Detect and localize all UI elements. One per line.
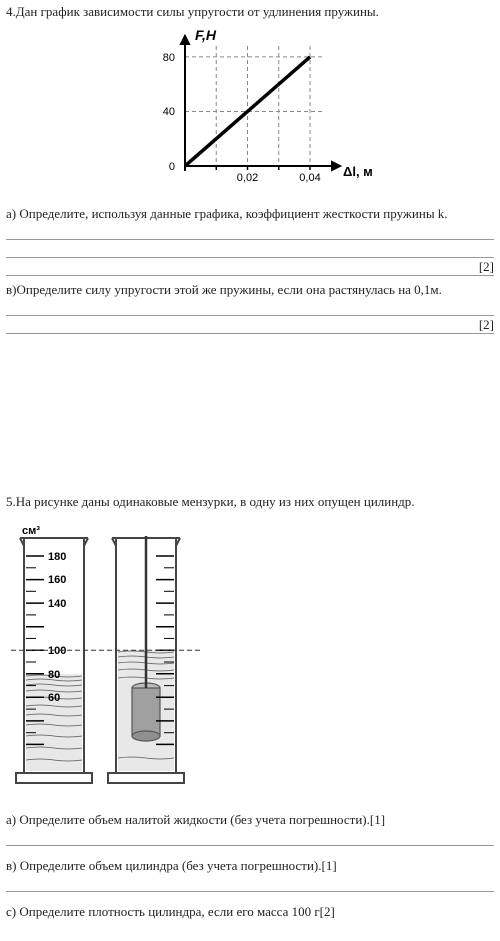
answer-line	[6, 300, 494, 316]
answer-line	[6, 242, 494, 258]
force-vs-extension-chart: 0 40 80 0,02 0,04 F,Н Δl, м	[125, 26, 375, 196]
q5-b: в) Определите объем цилиндра (без учета …	[6, 858, 494, 874]
q4-b: в)Определите силу упругости этой же пруж…	[6, 282, 494, 298]
ytick-40: 40	[163, 106, 175, 118]
q5-a: a) Определите объем налитой жидкости (бе…	[6, 812, 494, 828]
q4-title: 4.Дан график зависимости силы упругости …	[6, 4, 494, 20]
unit-label: см³	[22, 525, 40, 537]
q4-chart: 0 40 80 0,02 0,04 F,Н Δl, м	[6, 26, 494, 196]
q5-figure: 180 160 140 100 80 60 см³	[6, 518, 494, 802]
q5-title: 5.На рисунке даны одинаковые мензурки, в…	[6, 494, 494, 510]
answer-line	[6, 224, 494, 240]
svg-text:140: 140	[48, 598, 66, 610]
section-gap	[6, 334, 494, 494]
cylinder-right	[108, 536, 184, 783]
xtick-002: 0,02	[237, 172, 258, 184]
y-axis-label: F,Н	[195, 27, 217, 43]
svg-text:80: 80	[48, 669, 60, 681]
answer-line	[6, 260, 494, 276]
ytick-0: 0	[169, 161, 175, 173]
q4-a: a) Определите, используя данные графика,…	[6, 206, 494, 222]
graduated-cylinders: 180 160 140 100 80 60 см³	[6, 518, 206, 798]
ytick-80: 80	[163, 52, 175, 64]
svg-text:180: 180	[48, 551, 66, 563]
answer-line	[6, 830, 494, 846]
svg-text:60: 60	[48, 692, 60, 704]
cylinder-left: 180 160 140 100 80 60 см³	[16, 525, 92, 783]
svg-text:100: 100	[48, 645, 66, 657]
question-5: 5.На рисунке даны одинаковые мензурки, в…	[6, 494, 494, 920]
answer-line	[6, 318, 494, 334]
q5-c: c) Определите плотность цилиндра, если е…	[6, 904, 494, 920]
svg-text:160: 160	[48, 574, 66, 586]
answer-line	[6, 876, 494, 892]
question-4: 4.Дан график зависимости силы упругости …	[6, 4, 494, 334]
x-axis-label: Δl, м	[343, 164, 373, 179]
xtick-004: 0,04	[299, 172, 320, 184]
